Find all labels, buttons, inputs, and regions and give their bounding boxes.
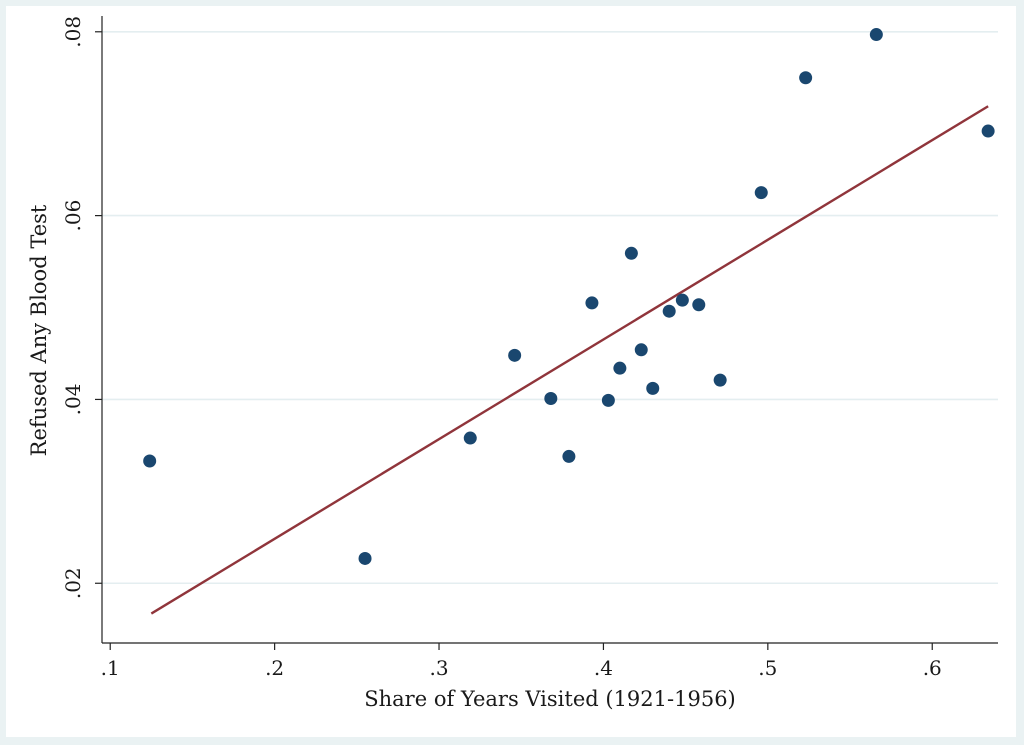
scatter-point-0 [143, 454, 157, 468]
x-tick-label: .6 [923, 656, 942, 680]
scatter-point-9 [624, 246, 638, 260]
fit-line [150, 105, 989, 615]
scatter-point-1 [358, 551, 372, 565]
y-tick-label: .06 [61, 200, 85, 232]
scatter-point-15 [713, 373, 727, 387]
y-axis-title: Refused Any Blood Test [27, 204, 51, 456]
fit-line-layer [150, 105, 989, 615]
points-layer [143, 28, 995, 565]
scatter-point-17 [799, 71, 813, 85]
x-tick-label: .2 [265, 656, 284, 680]
y-tick-label: .04 [61, 384, 85, 416]
scatter-point-7 [601, 393, 615, 407]
gridlines [102, 30, 998, 585]
scatter-chart: .1 .2 .3 .4 .5 .6 .02 .04 .06 .08 Share of Years … [27, 16, 998, 711]
x-axis-title: Share of Years Visited (1921-1956) [364, 687, 736, 711]
x-tick-label: .1 [101, 656, 120, 680]
scatter-point-10 [634, 343, 648, 357]
scatter-point-16 [754, 186, 768, 200]
x-tick-label: .5 [758, 656, 777, 680]
scatter-point-5 [562, 449, 576, 463]
scatter-point-2 [463, 431, 477, 445]
scatter-point-4 [544, 392, 558, 406]
scatter-point-19 [981, 124, 995, 138]
scatter-point-8 [613, 361, 627, 375]
x-tick-label: .3 [429, 656, 448, 680]
chart-container: .1 .2 .3 .4 .5 .6 .02 .04 .06 .08 Share of Years … [6, 6, 1016, 737]
y-tick-label: .08 [61, 16, 85, 48]
x-tick-label: .4 [594, 656, 613, 680]
y-tick-label: .02 [61, 567, 85, 599]
scatter-point-3 [508, 348, 522, 362]
scatter-point-11 [646, 381, 660, 395]
scatter-point-6 [585, 296, 599, 310]
axes: .1 .2 .3 .4 .5 .6 .02 .04 .06 .08 [61, 16, 998, 680]
scatter-point-13 [675, 293, 689, 307]
scatter-point-12 [662, 304, 676, 318]
scatter-point-18 [869, 28, 883, 42]
scatter-point-14 [692, 298, 706, 312]
